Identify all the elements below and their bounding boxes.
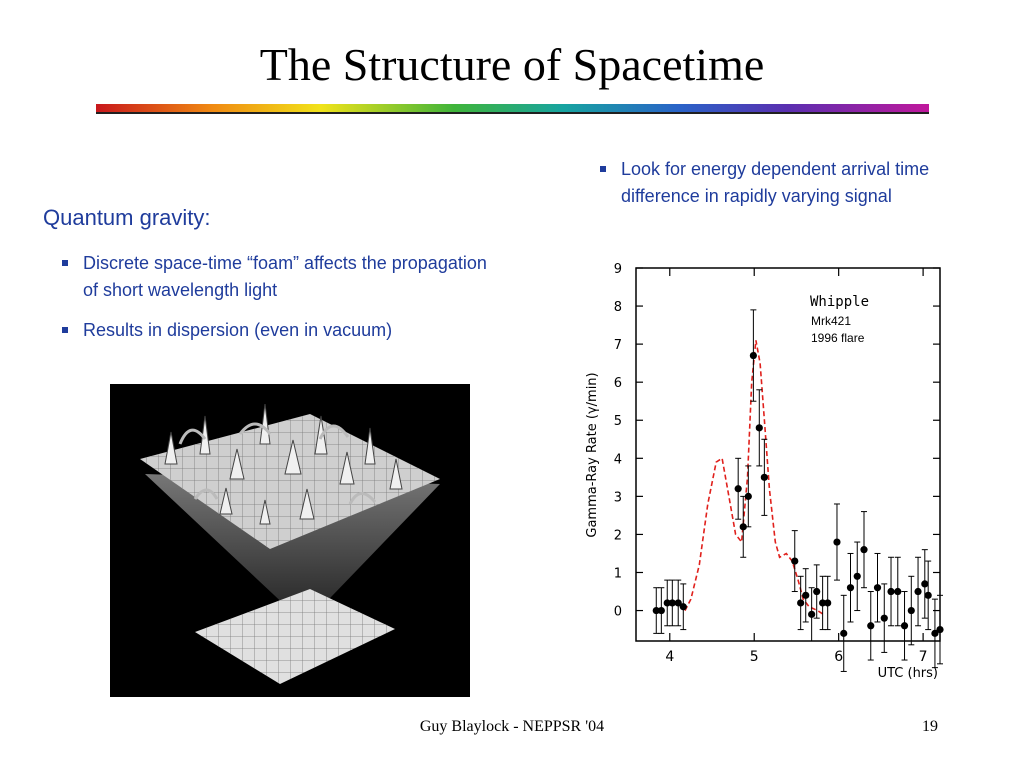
right-bullet-list: Look for energy dependent arrival time d…	[598, 156, 978, 210]
quantum-gravity-heading: Quantum gravity:	[43, 205, 211, 230]
data-point	[791, 557, 799, 565]
data-point	[824, 599, 832, 607]
data-point	[744, 492, 752, 500]
page-number: 19	[922, 718, 938, 735]
y-axis-label: Gamma-Ray Rate (γ/min)	[585, 372, 600, 537]
data-point	[734, 485, 742, 493]
bullet-item: Results in dispersion (even in vacuum)	[60, 317, 490, 344]
data-point	[755, 424, 763, 432]
spacetime-foam-image	[110, 384, 470, 697]
data-point	[894, 587, 902, 596]
bullet-text: Look for energy dependent arrival time d…	[621, 159, 930, 206]
y-tick-label: 0	[614, 605, 622, 620]
data-point	[860, 546, 868, 554]
bullet-text: Results in dispersion (even in vacuum)	[83, 320, 393, 340]
bullet-text: Discrete space-time “foam” affects the p…	[83, 253, 487, 300]
model-curve	[684, 340, 824, 616]
bullet-item: Look for energy dependent arrival time d…	[598, 156, 978, 210]
data-point	[652, 606, 660, 615]
annotation-event: 1996 flare	[811, 331, 865, 345]
data-point	[880, 614, 888, 622]
y-tick-label: 8	[614, 300, 622, 315]
data-point	[679, 603, 687, 611]
data-point	[853, 572, 861, 580]
data-point	[668, 599, 676, 607]
data-point	[808, 610, 816, 618]
data-point	[813, 587, 821, 596]
legend-title: Whipple	[810, 294, 869, 310]
data-point	[914, 587, 922, 596]
data-point	[924, 591, 932, 599]
bullet-item: Discrete space-time “foam” affects the p…	[60, 250, 490, 304]
data-point	[663, 599, 671, 607]
x-tick-label: 7	[919, 649, 928, 665]
data-point	[802, 591, 810, 599]
slide-title: The Structure of Spacetime	[259, 39, 765, 90]
y-tick-label: 5	[614, 414, 622, 429]
footer-text: Guy Blaylock - NEPPSR '04	[419, 718, 605, 735]
left-bullet-list: Discrete space-time “foam” affects the p…	[60, 250, 490, 357]
data-point	[921, 580, 929, 588]
y-tick-label: 6	[614, 376, 622, 391]
data-point	[739, 523, 747, 531]
data-point	[797, 599, 805, 607]
annotation-source: Mrk421	[811, 314, 851, 328]
y-tick-label: 7	[614, 338, 622, 353]
data-point	[873, 584, 882, 592]
data-point	[867, 622, 875, 630]
data-point	[846, 584, 855, 592]
y-tick-label: 4	[614, 452, 622, 467]
square-bullet-icon	[62, 260, 68, 266]
data-point	[819, 599, 827, 607]
data-point	[657, 606, 665, 615]
data-point	[887, 587, 895, 596]
square-bullet-icon	[600, 166, 606, 172]
x-tick-label: 4	[665, 649, 674, 665]
y-tick-label: 9	[614, 262, 622, 277]
title-divider	[96, 104, 929, 112]
data-point	[760, 473, 768, 481]
data-point	[936, 625, 944, 634]
y-tick-label: 1	[614, 566, 622, 581]
y-tick-label: 2	[614, 528, 622, 543]
data-point	[900, 622, 909, 630]
x-axis-label: UTC (hrs)	[878, 666, 938, 681]
square-bullet-icon	[62, 327, 68, 333]
data-point	[674, 599, 682, 607]
plot-frame	[635, 267, 941, 642]
y-tick-label: 3	[614, 490, 622, 505]
mrk421-light-curve-chart: 0 1 2 3 4 5 6 7 8 9 4 5 6 7 Whipple Mrk421 1996 flar…	[585, 262, 944, 681]
data-point	[931, 629, 939, 637]
data-point	[907, 606, 915, 615]
data-point	[749, 351, 757, 360]
data-point	[833, 538, 841, 546]
x-tick-label: 5	[750, 649, 759, 665]
data-point	[840, 629, 848, 637]
x-tick-label: 6	[834, 649, 843, 665]
